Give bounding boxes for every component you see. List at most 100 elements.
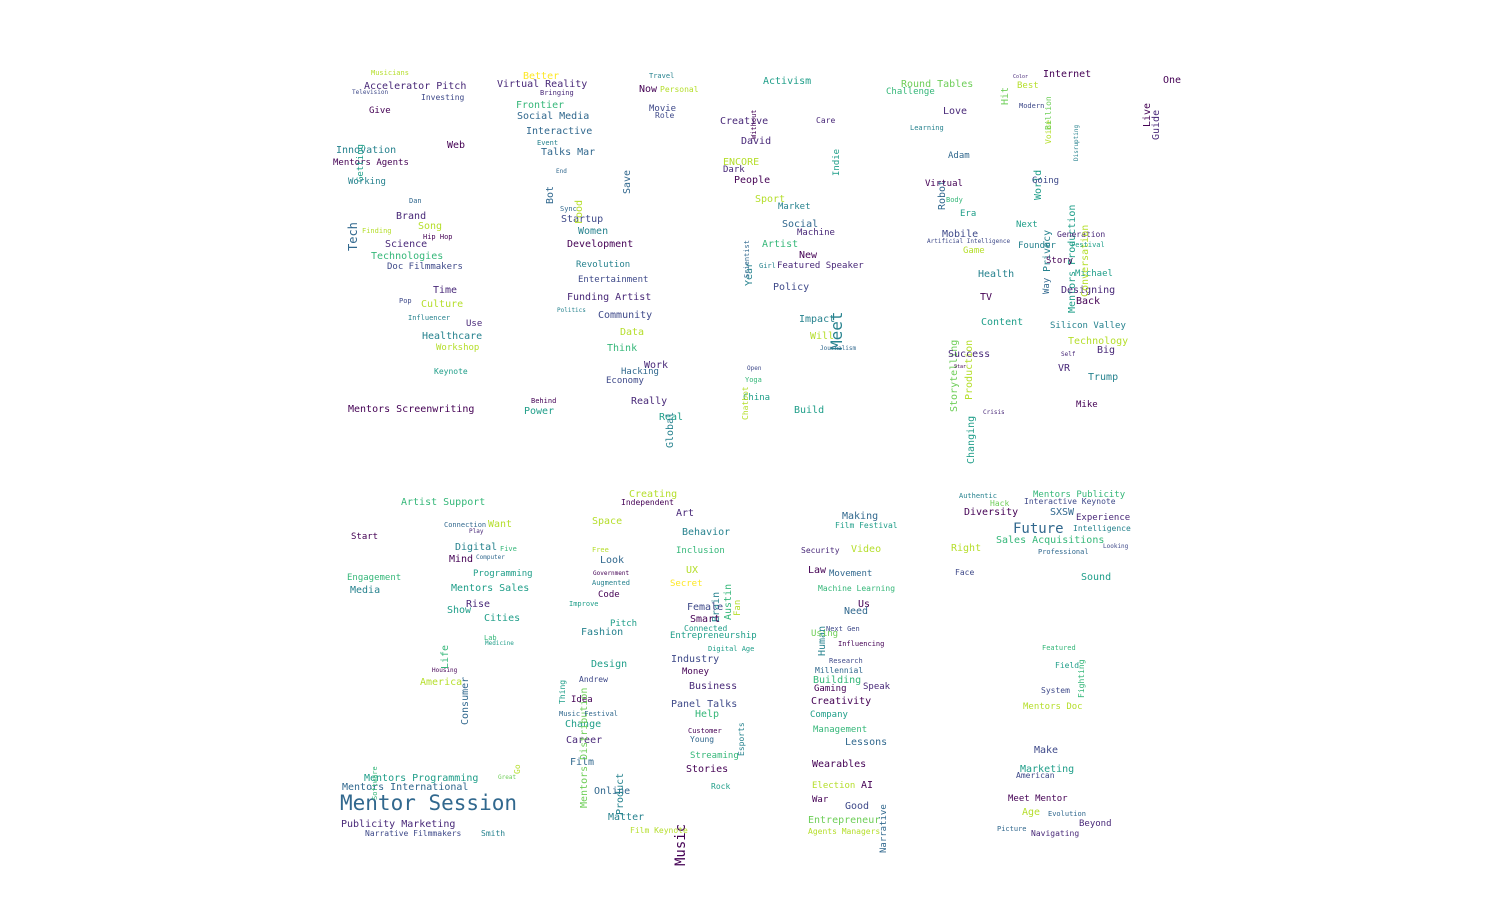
- cloud-word: Mike: [1076, 400, 1098, 410]
- cloud-word: Creative: [720, 116, 769, 127]
- cloud-word: Life: [440, 644, 451, 669]
- cloud-word: Industry: [671, 654, 720, 665]
- cloud-word: Right: [951, 543, 982, 554]
- cloud-word: Power: [524, 406, 555, 417]
- cloud-word: Big: [1097, 345, 1116, 356]
- cloud-word: Andrew: [579, 675, 608, 684]
- cloud-word: Gaming: [814, 684, 847, 694]
- cloud-word: Trump: [1088, 372, 1119, 383]
- cloud-word: Pitch: [610, 619, 638, 629]
- cloud-word: Frontier: [516, 100, 565, 111]
- cloud-word: Era: [960, 209, 977, 219]
- cloud-word: Body: [946, 196, 963, 204]
- cloud-word: Time: [433, 285, 458, 296]
- cloud-word: Work: [644, 360, 669, 371]
- cloud-word: Art: [676, 508, 695, 519]
- cloud-word: Start: [351, 532, 379, 542]
- cloud-word: Product: [615, 772, 626, 815]
- cloud-word: Intelligence: [1073, 524, 1131, 533]
- cloud-word: Innovation: [336, 145, 397, 156]
- cloud-word: Behind: [531, 397, 557, 405]
- cloud-word: Digital: [455, 542, 498, 553]
- cloud-word: Technology: [1068, 336, 1129, 347]
- cloud-word: Disrupting: [1073, 124, 1080, 161]
- cloud-word: Marketing: [1020, 764, 1075, 775]
- cloud-word: Navigating: [1031, 829, 1080, 838]
- cloud-word: Better: [523, 71, 560, 82]
- cloud-word: Sound: [1081, 572, 1112, 583]
- cloud-word: Featured Speaker: [777, 261, 864, 271]
- cloud-word: Artificial Intelligence: [927, 238, 1011, 245]
- cloud-word: Role: [655, 111, 675, 120]
- cloud-word: Go: [513, 763, 522, 774]
- cloud-word: Design: [591, 659, 628, 670]
- cloud-word: Mentors Distribution: [579, 687, 590, 808]
- cloud-word: Think: [607, 343, 638, 354]
- cloud-word: Entrepreneur: [808, 815, 881, 826]
- cloud-word: Now: [639, 84, 658, 95]
- cloud-word: Help: [695, 709, 720, 720]
- cloud-word: Internet: [1043, 69, 1092, 80]
- cloud-word: Content: [981, 317, 1024, 328]
- cloud-word: Thing: [558, 679, 567, 704]
- cloud-word: Software: [371, 765, 379, 800]
- cloud-word: Esports: [737, 721, 746, 756]
- cloud-word: Mentor Session: [340, 791, 518, 815]
- cloud-word: Online: [594, 786, 631, 797]
- cloud-word: Free: [592, 546, 609, 554]
- cloud-word: Yoga: [745, 376, 762, 384]
- cloud-word: Mentors Programming: [364, 773, 479, 784]
- cloud-word: Really: [631, 396, 668, 407]
- cloud-word: Revolution: [576, 260, 631, 270]
- cloud-word: Using: [811, 629, 839, 639]
- cloud-word: Evolution: [1048, 810, 1086, 818]
- cloud-word: Next: [1016, 220, 1038, 230]
- cloud-word: Mentors Publicity: [1033, 490, 1126, 500]
- cloud-word: Inclusion: [676, 546, 725, 556]
- cloud-word: ENCORE: [723, 157, 760, 168]
- cloud-word: Going: [1032, 176, 1060, 186]
- cloud-word: Female: [687, 602, 724, 613]
- cloud-word: Open: [747, 365, 762, 372]
- cloud-word: Field: [1055, 661, 1080, 670]
- cloud-word: Publicity Marketing: [341, 819, 456, 830]
- cloud-word: Mind: [449, 554, 474, 565]
- cloud-word: Want: [488, 519, 513, 530]
- cloud-word: Festival: [1071, 241, 1105, 249]
- cloud-word: Great: [498, 774, 517, 781]
- cloud-word: Beyond: [1079, 819, 1112, 829]
- cloud-word: Independent: [621, 498, 674, 507]
- cloud-word: Bringing: [540, 89, 574, 97]
- cloud-word: Politics: [557, 307, 586, 314]
- cloud-word: Activism: [763, 76, 812, 87]
- cloud-word: Startup: [561, 214, 604, 225]
- cloud-word: Women: [578, 226, 609, 237]
- cloud-word: Virtual Reality: [497, 79, 588, 90]
- cloud-word: Founder: [1018, 241, 1056, 251]
- cloud-word: Tech: [346, 221, 360, 251]
- cloud-word: Smith: [481, 829, 506, 838]
- cloud-word: Policy: [773, 282, 810, 293]
- cloud-word: Research: [829, 657, 863, 665]
- cloud-word: Code: [598, 590, 620, 600]
- cloud-word: Interactive Keynote: [1024, 497, 1116, 506]
- cloud-word: Company: [810, 710, 848, 720]
- cloud-word: Science: [385, 239, 428, 250]
- cloud-word: Accelerator Pitch: [364, 81, 467, 92]
- cloud-word: New: [799, 250, 818, 261]
- cloud-word: Give: [369, 106, 391, 116]
- cloud-word: Picture: [997, 825, 1027, 833]
- cloud-word: Space: [592, 516, 623, 527]
- cloud-word: Success: [948, 349, 991, 360]
- cloud-word: Face: [955, 568, 975, 577]
- cloud-word: Hip Hop: [423, 233, 453, 241]
- cloud-word: Designing: [1061, 285, 1116, 296]
- cloud-word: Self: [1061, 351, 1076, 358]
- cloud-word: Management: [813, 725, 868, 735]
- cloud-word: Investing: [421, 93, 465, 102]
- cloud-word: Michael: [1075, 269, 1113, 279]
- cloud-word: Travel: [649, 72, 675, 80]
- cloud-word: People: [734, 175, 771, 186]
- cloud-word: Consumer: [460, 676, 471, 725]
- cloud-word: Look: [600, 555, 625, 566]
